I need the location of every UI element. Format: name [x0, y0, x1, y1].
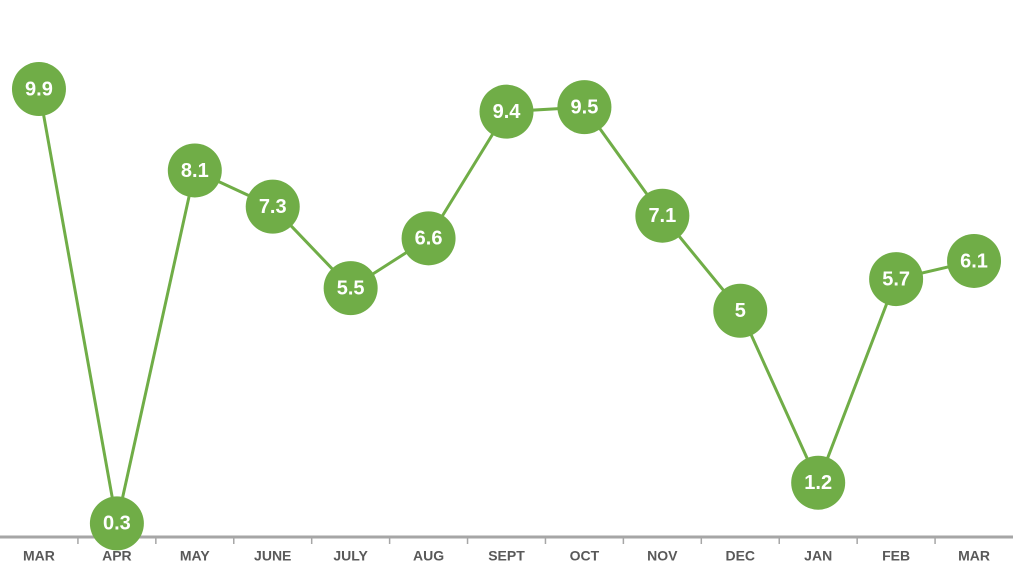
marker	[245, 179, 300, 234]
data-label: 7.1	[648, 205, 676, 227]
marker	[167, 143, 222, 198]
x-tick-label: SEPT	[488, 548, 525, 564]
x-tick-label: NOV	[647, 548, 678, 564]
data-label: 9.4	[493, 101, 522, 123]
x-tick-label: MAY	[180, 548, 210, 564]
data-label: 7.3	[259, 196, 287, 218]
marker	[479, 84, 534, 139]
x-tick-label: MAR	[23, 548, 55, 564]
marker	[557, 80, 612, 135]
data-label: 9.9	[25, 78, 53, 100]
x-tick-label: FEB	[882, 548, 910, 564]
marker	[635, 188, 690, 243]
x-tick-label: JULY	[333, 548, 368, 564]
data-label: 8.1	[181, 160, 209, 182]
marker	[869, 252, 924, 307]
data-label: 5	[735, 300, 746, 322]
data-label: 6.1	[960, 250, 988, 272]
marker	[323, 261, 378, 316]
data-label: 6.6	[415, 228, 443, 250]
x-tick-label: MAR	[958, 548, 990, 564]
marker	[791, 455, 846, 510]
data-label: 0.3	[103, 513, 131, 535]
x-tick-label: OCT	[570, 548, 600, 564]
marker	[11, 62, 66, 117]
data-label: 9.5	[571, 96, 599, 118]
marker	[947, 233, 1002, 288]
x-tick-label: APR	[102, 548, 132, 564]
x-tick-label: DEC	[725, 548, 755, 564]
x-tick-label: JAN	[804, 548, 832, 564]
marker	[713, 283, 768, 338]
data-label: 1.2	[804, 472, 832, 494]
x-tick-label: JUNE	[254, 548, 291, 564]
data-label: 5.7	[882, 268, 910, 290]
x-tick-label: AUG	[413, 548, 444, 564]
marker	[89, 496, 144, 551]
marker	[401, 211, 456, 266]
data-label: 5.5	[337, 277, 365, 299]
